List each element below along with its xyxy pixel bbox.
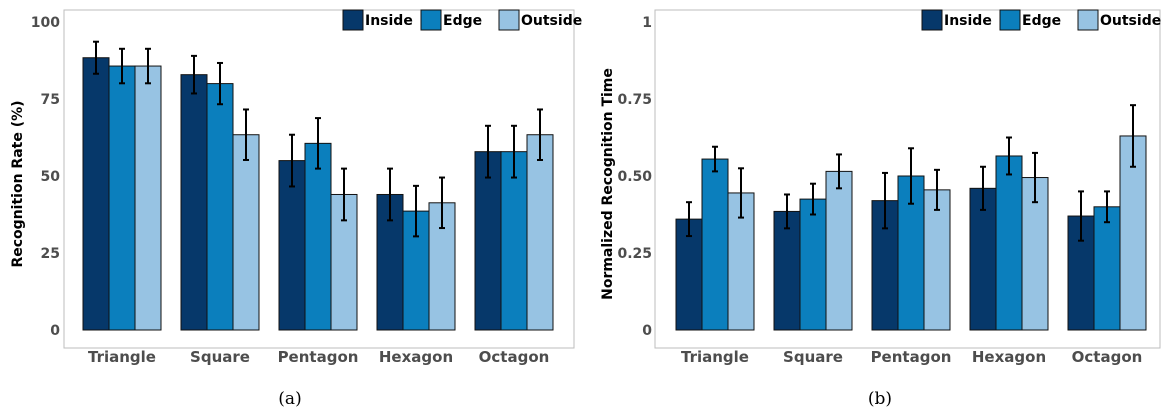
y-tick-label: 75 bbox=[41, 92, 60, 108]
y-tick-label: 50 bbox=[41, 169, 61, 185]
x-tick-label-octagon: Octagon bbox=[479, 348, 550, 366]
x-tick-label-hexagon: Hexagon bbox=[972, 348, 1046, 366]
legend-swatch-inside bbox=[342, 9, 364, 31]
bar-outside-square bbox=[825, 170, 853, 331]
x-tick-label-square: Square bbox=[783, 348, 843, 366]
bar-edge-triangle bbox=[701, 158, 729, 331]
y-tick-label: 0.75 bbox=[617, 92, 652, 108]
y-tick-label: 25 bbox=[41, 246, 60, 262]
bar-outside-square bbox=[232, 134, 260, 331]
panel-a-recognition-rate-chart: 0 25 50 75 100 Recognition Rate (%) Triangle Sq… bbox=[10, 9, 582, 409]
bar-edge-hexagon bbox=[995, 155, 1023, 331]
legend-swatch-outside bbox=[1077, 9, 1099, 31]
bar-edge-octagon bbox=[1093, 206, 1121, 331]
bar-edge-pentagon bbox=[304, 142, 332, 331]
panel-b-recognition-time-chart: 0 0.25 0.50 0.75 1 Normalized Recognition Tim… bbox=[600, 9, 1161, 409]
x-tick-label-square: Square bbox=[190, 348, 250, 366]
y-tick-label: 100 bbox=[31, 15, 60, 31]
y-tick-label: 0 bbox=[642, 323, 652, 339]
legend-label-inside: Inside bbox=[944, 13, 992, 29]
bar-outside-pentagon bbox=[923, 189, 951, 331]
legend-label-inside: Inside bbox=[365, 13, 413, 29]
panel-caption: (b) bbox=[868, 389, 892, 409]
x-tick-label-hexagon: Hexagon bbox=[379, 348, 453, 366]
y-axis-label: Normalized Recognition Time bbox=[600, 68, 616, 300]
bar-edge-square bbox=[799, 198, 827, 331]
y-tick-label: 1 bbox=[642, 15, 652, 31]
y-axis-label: Recognition Rate (%) bbox=[10, 100, 26, 267]
y-tick-label: 0.50 bbox=[617, 169, 652, 185]
x-tick-label-pentagon: Pentagon bbox=[278, 348, 359, 366]
bar-inside-triangle bbox=[82, 57, 110, 331]
legend-swatch-edge bbox=[420, 9, 442, 31]
bar-inside-square bbox=[773, 210, 801, 331]
plot-frame bbox=[63, 9, 575, 349]
bar-inside-octagon bbox=[474, 151, 502, 331]
legend-swatch-inside bbox=[921, 9, 943, 31]
bar-inside-square bbox=[180, 74, 208, 331]
legend-swatch-edge bbox=[999, 9, 1021, 31]
bar-inside-hexagon bbox=[969, 187, 997, 331]
x-tick-label-triangle: Triangle bbox=[681, 348, 749, 366]
legend-swatch-outside bbox=[498, 9, 520, 31]
x-tick-label-triangle: Triangle bbox=[88, 348, 156, 366]
y-tick-label: 0 bbox=[50, 323, 60, 339]
x-tick-label-pentagon: Pentagon bbox=[871, 348, 952, 366]
bar-outside-octagon bbox=[526, 134, 554, 331]
legend-label-outside: Outside bbox=[1100, 13, 1161, 29]
bar-edge-square bbox=[206, 83, 234, 331]
legend-label-edge: Edge bbox=[1022, 13, 1061, 29]
plot-frame bbox=[654, 9, 1161, 349]
bar-edge-triangle bbox=[108, 65, 136, 331]
panel-caption: (a) bbox=[278, 389, 301, 409]
legend-label-outside: Outside bbox=[521, 13, 582, 29]
legend-label-edge: Edge bbox=[443, 13, 482, 29]
x-tick-label-octagon: Octagon bbox=[1072, 348, 1143, 366]
bar-outside-triangle bbox=[134, 65, 162, 331]
bar-inside-triangle bbox=[675, 218, 703, 331]
y-tick-label: 0.25 bbox=[617, 246, 652, 262]
